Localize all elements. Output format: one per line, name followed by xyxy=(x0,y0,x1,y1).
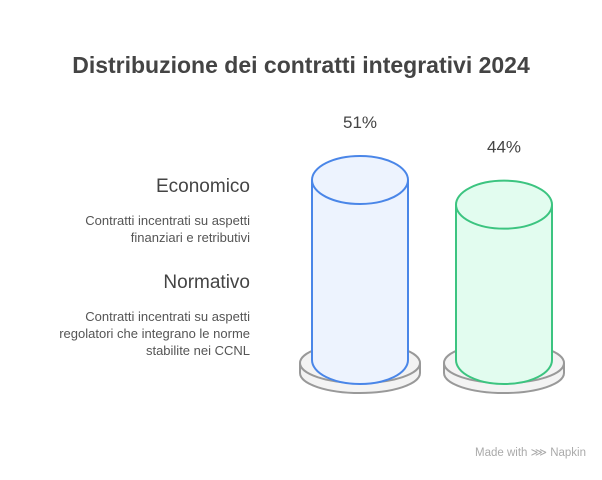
value-label: 51% xyxy=(343,113,377,132)
desc-line: Contratti incentrati su aspetti xyxy=(85,213,250,228)
legend-desc-economico: Contratti incentrati su aspetti finanzia… xyxy=(85,212,250,246)
cylinder-top xyxy=(311,154,409,205)
chart-title: Distribuzione dei contratti integrativi … xyxy=(72,52,530,78)
cylinder-body xyxy=(311,179,409,385)
cylinder-top xyxy=(455,179,553,230)
desc-line: Contratti incentrati su aspetti xyxy=(85,309,250,324)
desc-line: finanziari e retributivi xyxy=(130,230,250,245)
legend-label-normativo: Normativo xyxy=(163,272,250,293)
desc-line: stabilite nei CCNL xyxy=(145,343,250,358)
legend-label-economico: Economico xyxy=(156,176,250,197)
value-label: 44% xyxy=(487,138,521,157)
napkin-branding: Made with ⋙ Napkin xyxy=(475,447,586,459)
cylinder-body xyxy=(455,204,553,385)
legend-desc-normativo: Contratti incentrati su aspetti regolato… xyxy=(59,308,250,359)
desc-line: regolatori che integrano le norme xyxy=(59,326,250,341)
